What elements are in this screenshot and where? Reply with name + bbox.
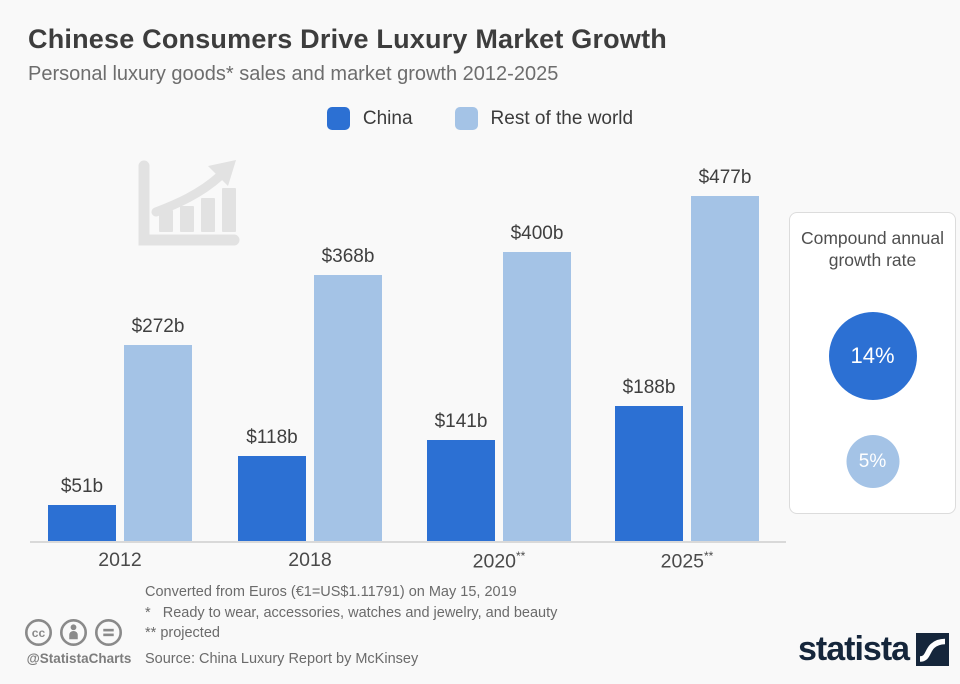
bar-china-2012	[48, 505, 116, 542]
bar-china-2018	[238, 456, 306, 542]
bar-rest-of-the-world-2012	[124, 345, 192, 542]
bar-chart: $51b $272b $118b $368b $141b $400b $188b $477b	[48, 167, 759, 542]
page-title: Chinese Consumers Drive Luxury Market Gr…	[28, 24, 667, 54]
legend-item-china: China	[326, 107, 413, 130]
value-label-china-2020: $141b	[434, 411, 488, 432]
value-label-rest-of-the-world-2018: $368b	[321, 246, 375, 267]
value-label-china-2018: $118b	[246, 427, 298, 448]
value-label-china-2012: $51b	[60, 476, 104, 497]
bar-china-2025	[615, 406, 683, 542]
footnote-line-2: * Ready to wear, accessories, watches an…	[145, 604, 558, 621]
cagr-circle-china: 14%	[828, 312, 917, 400]
bar-rest-of-the-world-2018	[314, 275, 382, 542]
bar-rest-of-the-world-2020	[503, 252, 571, 542]
x-axis-label-2012: 2012	[98, 549, 142, 571]
attribution-person-icon	[60, 619, 87, 646]
cagr-circle-rest-of-world: 5%	[846, 435, 899, 488]
china-swatch-icon	[326, 107, 350, 130]
cagr-panel-title: Compound annual growth rate	[800, 228, 945, 271]
x-axis-label-2020: 2020**	[472, 549, 526, 573]
value-label-rest-of-the-world-2020: $400b	[510, 223, 564, 244]
source-line: Source: China Luxury Report by McKinsey	[145, 651, 419, 667]
cc-icon: cc	[25, 619, 52, 646]
footnotes: Converted from Euros (€1=US$1.11791) on …	[145, 584, 557, 646]
footnote-line-1: Converted from Euros (€1=US$1.11791) on …	[145, 584, 517, 600]
bar-rest-of-the-world-2025	[691, 196, 759, 542]
value-label-rest-of-the-world-2012: $272b	[131, 316, 185, 337]
statista-logo: statista	[798, 630, 950, 669]
value-label-china-2025: $188b	[622, 377, 676, 398]
growth-chart-watermark-icon	[132, 154, 244, 257]
cagr-panel: Compound annual growth rate 14% 5%	[789, 212, 956, 514]
statista-charts-handle: @StatistaCharts	[26, 651, 132, 666]
legend-label-china: China	[362, 107, 413, 129]
value-label-rest-of-the-world-2025: $477b	[698, 167, 752, 188]
legend: China Rest of the world	[0, 107, 960, 130]
legend-label-rest-of-world: Rest of the world	[490, 107, 634, 129]
legend-item-rest-of-world: Rest of the world	[454, 107, 634, 130]
statista-logo-text: statista	[798, 630, 910, 668]
bar-china-2020	[427, 440, 495, 542]
statista-logo-mark-icon	[916, 633, 950, 666]
equals-icon	[95, 619, 122, 646]
x-axis-line	[30, 541, 786, 543]
svg-text:cc: cc	[32, 626, 46, 640]
x-axis-label-2018: 2018	[288, 549, 332, 571]
page-subtitle: Personal luxury goods* sales and market …	[28, 63, 559, 85]
x-axis-label-2025: 2025**	[660, 549, 714, 573]
license-badges: cc	[24, 618, 123, 647]
footnote-line-3: ** projected	[145, 625, 220, 641]
rest-of-world-swatch-icon	[454, 107, 478, 130]
